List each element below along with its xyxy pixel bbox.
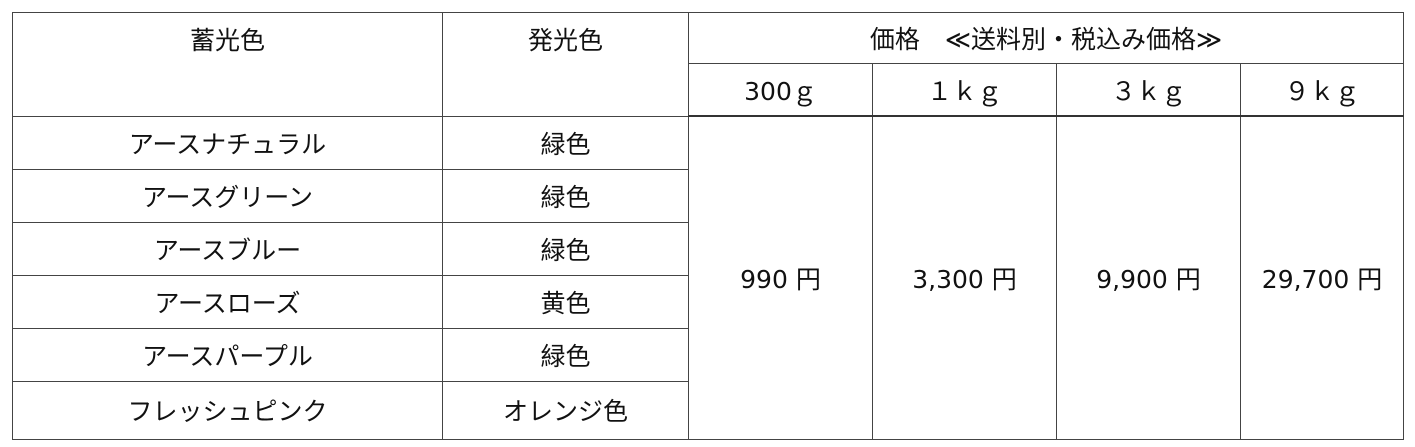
pigment-name: アースパープル: [12, 327, 443, 382]
header-size: 300ｇ: [688, 63, 873, 117]
pigment-name: アースブルー: [12, 221, 443, 276]
glow-color: 黄色: [442, 274, 689, 329]
header-size: ３ｋｇ: [1056, 63, 1241, 117]
table-row: フレッシュピンク オレンジ色: [12, 380, 1404, 440]
table-row: アースパープル 緑色: [12, 327, 1404, 382]
header-price: 価格 ≪送料別・税込み価格≫: [687, 12, 1405, 64]
glow-color: オレンジ色: [442, 380, 689, 440]
glow-color: 緑色: [442, 168, 689, 223]
price-300g: 990 円: [688, 115, 873, 440]
glow-color: 緑色: [442, 221, 689, 276]
price-9kg: 29,700 円: [1239, 115, 1405, 440]
pigment-name: アースグリーン: [12, 168, 443, 223]
glow-color: 緑色: [442, 327, 689, 382]
header-size: ９ｋｇ: [1239, 63, 1405, 117]
glow-color: 緑色: [442, 115, 689, 170]
pigment-name: フレッシュピンク: [12, 380, 443, 440]
header-row: 蓄光色 発光色 価格 ≪送料別・税込み価格≫: [12, 12, 1405, 117]
price-1kg: 3,300 円: [872, 115, 1057, 440]
table-row: アースナチュラル 緑色 990 円 3,300 円 9,900 円 29,700…: [12, 115, 1405, 440]
header-pigment: 蓄光色: [12, 12, 443, 117]
price-3kg: 9,900 円: [1056, 115, 1241, 440]
price-table: 蓄光色 発光色 価格 ≪送料別・税込み価格≫ 300ｇ １ｋｇ ３ｋｇ ９ｋｇ …: [12, 12, 1405, 440]
header-size: １ｋｇ: [872, 63, 1057, 117]
size-header-row: 300ｇ １ｋｇ ３ｋｇ ９ｋｇ: [13, 63, 1405, 117]
pigment-name: アースローズ: [12, 274, 443, 329]
pigment-name: アースナチュラル: [12, 115, 443, 170]
table-row: アースローズ 黄色: [12, 274, 1404, 329]
header-glow: 発光色: [442, 12, 689, 117]
